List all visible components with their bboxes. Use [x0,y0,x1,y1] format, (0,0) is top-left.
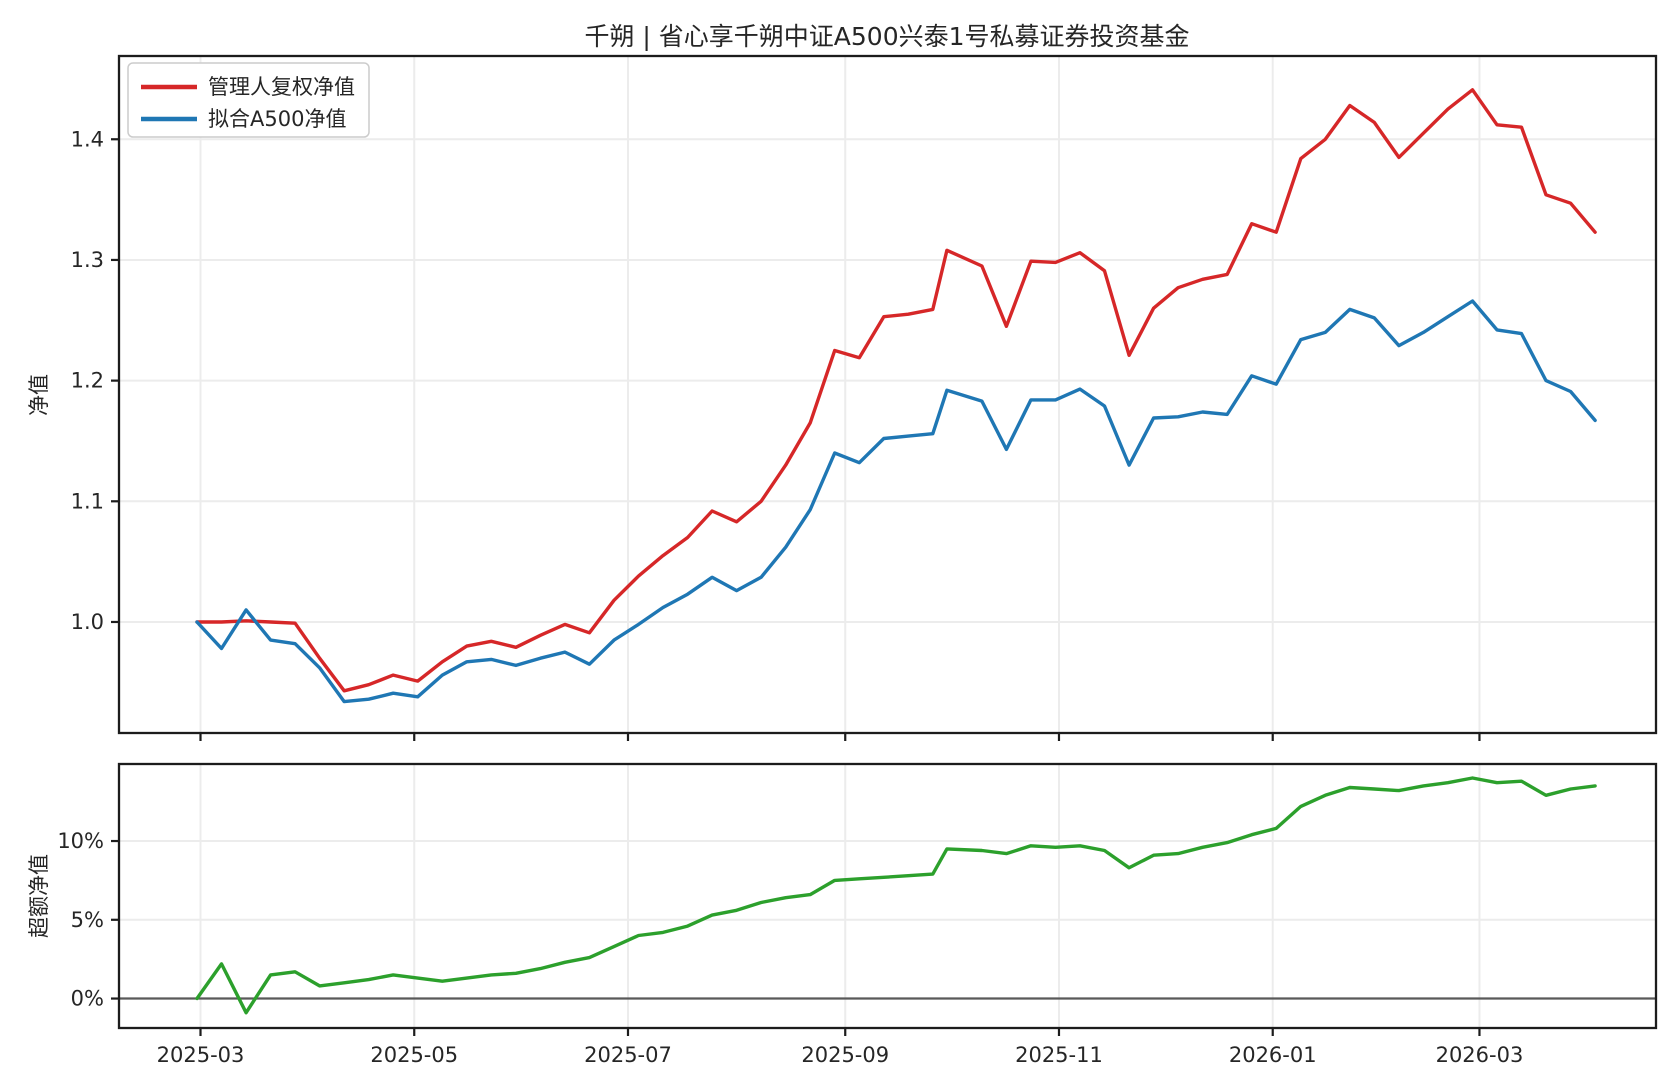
x-tick-label: 2025-11 [1015,1043,1103,1067]
x-tick-label: 2025-03 [157,1043,245,1067]
y-tick-label: 1.2 [71,369,104,393]
x-tick-label: 2026-01 [1229,1043,1317,1067]
bottom-ticks: 2025-03 2025-05 2025-07 2025-09 2025-11 2026-… [57,829,1523,1067]
bottom-gridlines [119,764,1656,1028]
series-line [195,88,1597,693]
bottom-series [195,776,1597,1015]
top-axes-frame [117,54,1658,735]
y-tick-label: 1.1 [71,489,104,513]
x-tick-label: 2025-09 [801,1043,889,1067]
legend-label-manager: 管理人复权净值 [208,75,355,99]
legend: 管理人复权净值 拟合A500净值 [127,62,370,138]
top-y-axis-title: 净值 [27,374,51,416]
bottom-axes-frame [117,762,1658,1030]
y-tick-label: 10% [57,829,104,853]
series-line [195,776,1597,1015]
y-tick-label: 1.4 [71,127,104,151]
top-ticks: 1.0 1.1 1.2 1.3 1.4 [71,127,1481,741]
top-gridlines [119,56,1656,733]
top-panel: 1.0 1.1 1.2 1.3 1.4 净值 管理人复权净值 拟合A500净值 [27,54,1658,741]
y-tick-label: 1.3 [71,248,104,272]
x-tick-label: 2025-05 [370,1043,458,1067]
y-tick-label: 1.0 [71,610,104,634]
x-tick-label: 2026-03 [1436,1043,1524,1067]
bottom-y-axis-title: 超额净值 [27,854,51,938]
bottom-panel: 2025-03 2025-05 2025-07 2025-09 2025-11 2026-… [27,762,1658,1067]
legend-label-index: 拟合A500净值 [208,107,346,131]
y-tick-label: 0% [71,987,104,1011]
y-tick-label: 5% [71,908,104,932]
series-line [195,299,1597,704]
x-tick-label: 2025-07 [584,1043,672,1067]
top-series [195,88,1597,704]
chart-title: 千朔 | 省心享千朔中证A500兴泰1号私募证券投资基金 [584,22,1189,51]
